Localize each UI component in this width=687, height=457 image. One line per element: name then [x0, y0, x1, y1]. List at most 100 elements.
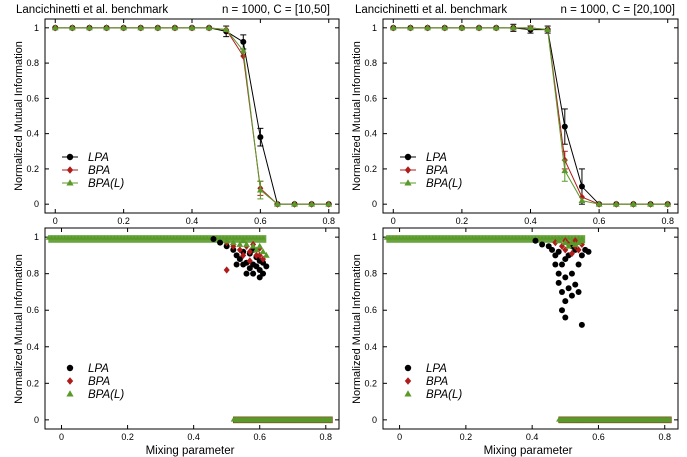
data-point — [575, 417, 582, 422]
data-point — [247, 235, 253, 240]
data-point — [578, 321, 585, 328]
data-point — [544, 26, 552, 32]
data-point — [256, 186, 264, 193]
data-point — [246, 257, 253, 265]
data-point — [161, 235, 167, 240]
data-point — [566, 417, 572, 422]
data-point — [274, 200, 281, 207]
legend-label: LPA — [88, 363, 109, 375]
data-point — [585, 417, 592, 422]
data-point — [493, 235, 499, 240]
data-point — [420, 235, 426, 240]
data-point — [51, 24, 59, 31]
data-point — [549, 235, 555, 240]
legend-label: BPA — [426, 376, 448, 388]
data-point — [509, 24, 517, 31]
legend-marker — [66, 377, 74, 385]
data-point — [539, 241, 546, 248]
y-tick-label: 1 — [34, 232, 39, 242]
data-point — [256, 242, 264, 249]
legend-label: BPA — [88, 376, 110, 388]
data-point — [223, 243, 230, 250]
y-tick-label: 0.4 — [26, 129, 39, 139]
data-point — [250, 417, 256, 422]
data-point — [572, 417, 578, 422]
data-point — [164, 235, 170, 240]
data-point — [561, 239, 569, 246]
data-point — [250, 235, 256, 240]
data-point — [236, 246, 243, 254]
data-point — [222, 26, 230, 32]
x-tick-label: 0.6 — [593, 216, 606, 226]
y-tick-label: 1 — [372, 23, 377, 33]
data-point — [423, 235, 429, 240]
data-point — [645, 417, 651, 422]
data-point — [239, 47, 247, 54]
data-point — [308, 200, 316, 207]
data-point — [658, 417, 665, 422]
x-tick-label: 0.2 — [117, 216, 130, 226]
data-point — [167, 235, 174, 240]
data-point — [555, 237, 563, 244]
data-point — [262, 251, 270, 258]
data-point — [555, 270, 562, 277]
data-point — [426, 235, 433, 240]
data-point — [664, 200, 672, 207]
data-point — [88, 235, 94, 240]
data-point — [154, 235, 160, 240]
data-point — [400, 235, 406, 240]
legend-marker — [66, 390, 74, 397]
x-tick-label: 0.8 — [320, 432, 333, 442]
y-tick-label: 0 — [34, 415, 39, 425]
y-tick-label: 0.8 — [26, 58, 39, 68]
data-point — [575, 239, 582, 246]
data-point — [568, 270, 575, 277]
data-point — [642, 417, 648, 422]
data-point — [559, 417, 565, 422]
x-tick-label: 0.6 — [592, 432, 605, 442]
data-point — [205, 24, 213, 31]
y-tick-label: 0 — [34, 199, 39, 209]
data-point — [267, 417, 273, 422]
legend-marker — [404, 377, 412, 385]
data-point — [243, 417, 250, 422]
data-point — [62, 235, 68, 240]
data-point — [476, 235, 482, 240]
data-point — [68, 235, 75, 240]
data-point — [665, 417, 671, 422]
x-tick-label: 0.6 — [253, 432, 266, 442]
legend-marker — [404, 153, 412, 161]
data-point — [303, 417, 309, 422]
data-point — [131, 235, 137, 240]
y-axis-label: Normalized Mutual Information — [351, 254, 363, 404]
data-point — [440, 235, 446, 240]
data-point — [220, 235, 226, 240]
data-point — [413, 235, 419, 240]
data-point — [436, 235, 442, 240]
data-point — [549, 246, 556, 253]
x-tick-label: 0.2 — [460, 432, 473, 442]
data-point — [562, 298, 569, 305]
data-point — [55, 235, 61, 240]
data-point — [556, 417, 562, 422]
data-point — [229, 239, 237, 246]
data-point — [246, 248, 253, 256]
data-point — [257, 134, 264, 141]
data-point — [622, 417, 628, 422]
data-point — [424, 24, 431, 31]
data-point — [58, 235, 65, 240]
data-point — [546, 235, 552, 240]
data-point — [458, 24, 466, 31]
data-point — [253, 251, 260, 260]
data-point — [217, 235, 223, 240]
data-point — [562, 417, 568, 422]
data-point — [115, 235, 121, 240]
data-point — [253, 235, 260, 240]
data-point — [575, 235, 582, 240]
data-point — [578, 197, 586, 204]
panel-title-left: Lancichinetti et al. benchmark — [355, 4, 507, 16]
panel-top-left: Lancichinetti et al. benchmark n = 1000,… — [13, 4, 340, 226]
data-point — [273, 417, 279, 422]
